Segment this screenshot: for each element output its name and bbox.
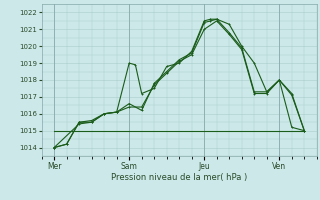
X-axis label: Pression niveau de la mer( hPa ): Pression niveau de la mer( hPa ) (111, 173, 247, 182)
